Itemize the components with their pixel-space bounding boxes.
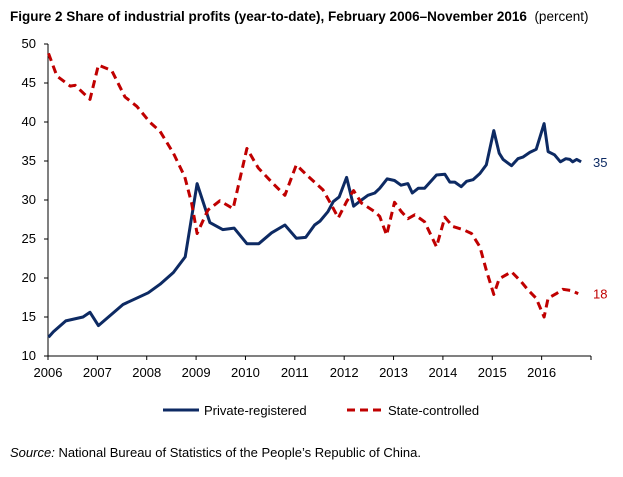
series-line-state-controlled — [47, 52, 579, 319]
x-tick-label: 2009 — [182, 365, 211, 380]
x-tick-label: 2007 — [83, 365, 112, 380]
y-tick-label: 10 — [22, 348, 36, 363]
y-tick-label: 45 — [22, 75, 36, 90]
y-tick-label: 30 — [22, 192, 36, 207]
end-label: 18 — [593, 287, 607, 302]
x-tick-label: 2012 — [330, 365, 359, 380]
end-label: 35 — [593, 155, 607, 170]
x-tick-label: 2014 — [428, 365, 457, 380]
y-tick-label: 20 — [22, 270, 36, 285]
chart-title: Figure 2 Share of industrial profits (ye… — [10, 9, 588, 24]
y-tick-label: 35 — [22, 153, 36, 168]
source-note: Source: National Bureau of Statistics of… — [10, 445, 421, 460]
x-tick-label: 2013 — [379, 365, 408, 380]
title-text: Figure 2 Share of industrial profits (ye… — [10, 9, 527, 24]
x-tick-label: 2011 — [281, 365, 309, 380]
series-line-private-registered — [47, 122, 582, 339]
y-tick-label: 50 — [22, 36, 36, 51]
x-tick-label: 2008 — [132, 365, 161, 380]
source-text: National Bureau of Statistics of the Peo… — [58, 445, 421, 460]
x-tick-label: 2016 — [527, 365, 556, 380]
x-tick-label: 2006 — [34, 365, 63, 380]
x-tick-label: 2010 — [231, 365, 260, 380]
source-label: Source: — [10, 445, 55, 460]
y-tick-label: 15 — [22, 309, 36, 324]
unit-label: (percent) — [534, 9, 589, 24]
legend-label: Private-registered — [204, 403, 307, 418]
y-tick-label: 40 — [22, 114, 36, 129]
y-tick-label: 25 — [22, 231, 36, 246]
x-tick-label: 2015 — [478, 365, 507, 380]
legend-label: State-controlled — [388, 403, 479, 418]
